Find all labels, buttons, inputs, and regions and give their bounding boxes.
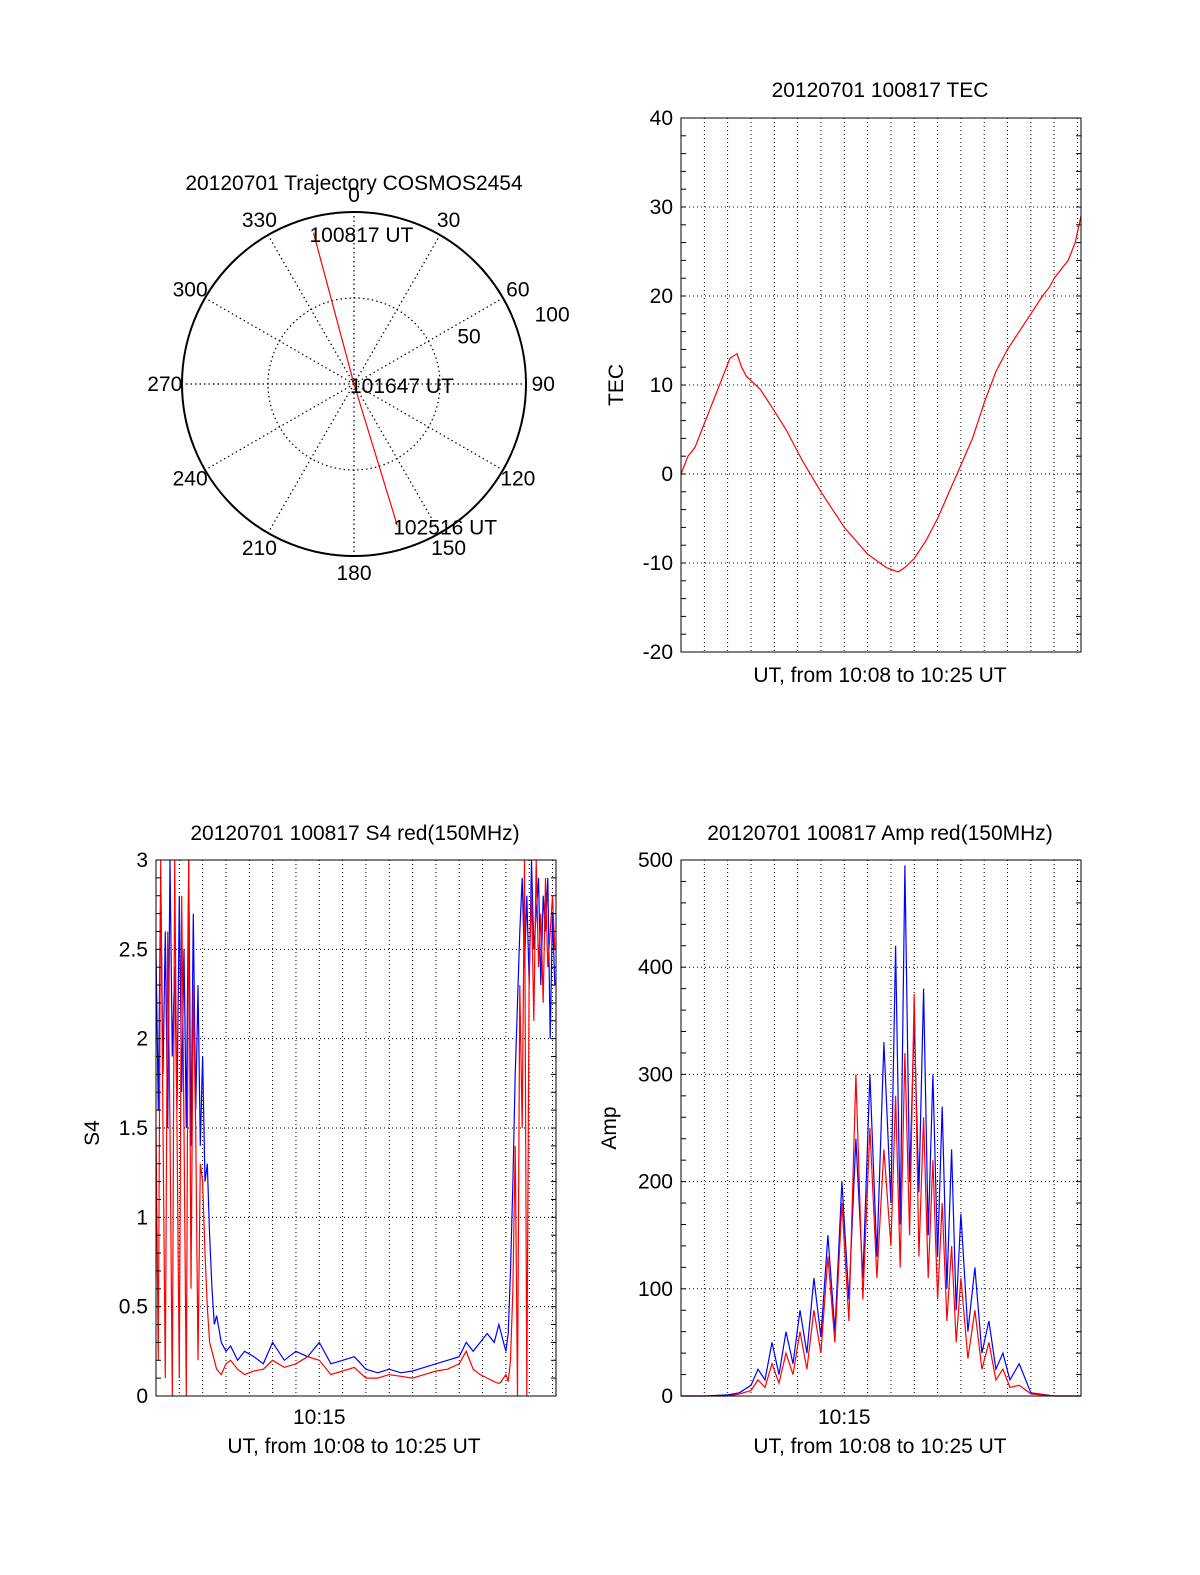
trajectory-label: 100817 UT: [309, 224, 413, 247]
ytick-label: 0: [661, 1385, 673, 1408]
amp-plot-frame: [680, 859, 1082, 1397]
xtick-label: 10:15: [293, 1406, 346, 1429]
ytick-label: 500: [638, 849, 673, 872]
amp-chart: 20120701 100817 Amp red(150MHz) 500 400 30…: [598, 822, 1082, 1458]
s4-ylabel: S4: [81, 1120, 104, 1146]
tec-title: 20120701 100817 TEC: [772, 79, 989, 102]
polar-angle-label: 270: [147, 373, 182, 396]
amp-xlabel: UT, from 10:08 to 10:25 UT: [753, 1435, 1006, 1458]
polar-angle-label: 0: [348, 184, 360, 207]
ytick-label: 1: [136, 1206, 148, 1229]
polar-angle-label: 180: [336, 562, 371, 585]
polar-angle-label: 210: [242, 537, 277, 560]
tec-chart: 20120701 100817 TEC 40 30 20 10 0 -10 -20 UT, …: [605, 79, 1082, 687]
ytick-label: 300: [638, 1063, 673, 1086]
polar-angle-label: 300: [173, 278, 208, 301]
polar-spoke-330: [267, 234, 355, 385]
polar-angle-label: 30: [437, 209, 460, 232]
polar-spoke-120: [353, 383, 504, 471]
tec-ticks: 40 30 20 10 0 -10 -20: [643, 107, 1081, 664]
polar-angle-label: 240: [173, 468, 208, 491]
polar-spoke-210: [267, 383, 355, 534]
series-line-1: [155, 859, 556, 1397]
polar-angle-label: 120: [500, 468, 535, 491]
polar-spoke-60: [353, 297, 504, 385]
ytick-label: 0: [136, 1385, 148, 1408]
ytick-label: 0: [661, 463, 673, 486]
ytick-label: 30: [650, 196, 673, 219]
s4-series: [155, 859, 556, 1397]
polar-spoke-30: [353, 234, 441, 385]
series-line-0: [155, 859, 556, 1374]
ytick-label: 1.5: [119, 1117, 148, 1140]
amp-title: 20120701 100817 Amp red(150MHz): [707, 822, 1053, 845]
polar-spoke-240: [204, 383, 355, 471]
polar-grid: [181, 211, 527, 557]
polar-angle-label: 330: [242, 209, 277, 232]
polar-radial-labels: 50 100: [457, 303, 569, 348]
s4-plot-frame: [155, 859, 557, 1397]
polar-spoke-150: [353, 383, 441, 534]
amp-ylabel: Amp: [598, 1106, 621, 1149]
tec-grid: [681, 118, 1081, 652]
trajectory-label: 102516 UT: [393, 516, 497, 539]
trajectory-label: 101647 UT: [350, 375, 454, 398]
polar-angle-label: 150: [431, 537, 466, 560]
tec-plot-frame: [680, 117, 1082, 653]
ytick-label: 200: [638, 1171, 673, 1194]
trajectory-polar-chart: 20120701 Trajectory COSMOS2454 0 30 60 90 12…: [147, 172, 569, 585]
s4-xlabel: UT, from 10:08 to 10:25 UT: [227, 1435, 480, 1458]
s4-title: 20120701 100817 S4 red(150MHz): [190, 822, 519, 845]
trajectory-line: [312, 232, 398, 526]
polar-angle-label: 60: [506, 278, 529, 301]
polar-angle-labels: 0 30 60 90 120 150 180 210 240 270 300 330: [147, 184, 555, 585]
ytick-label: 2: [136, 1028, 148, 1051]
polar-radial-label: 100: [535, 303, 570, 326]
ytick-label: 0.5: [119, 1296, 148, 1319]
ytick-label: -10: [643, 552, 673, 575]
polar-spoke-300: [204, 297, 355, 385]
ytick-label: 100: [638, 1278, 673, 1301]
amp-grid: [681, 860, 1081, 1396]
tec-xlabel: UT, from 10:08 to 10:25 UT: [753, 664, 1006, 687]
ytick-label: 20: [650, 285, 673, 308]
polar-radial-label: 50: [457, 326, 480, 349]
ytick-label: 2.5: [119, 938, 148, 961]
ytick-label: 10: [650, 374, 673, 397]
amp-series: [681, 865, 1081, 1397]
series-line-1: [681, 993, 1081, 1397]
ytick-label: 3: [136, 849, 148, 872]
amp-ticks: 500 400 300 200 100 0 10:15: [638, 849, 1081, 1429]
polar-angle-label: 90: [532, 373, 555, 396]
ytick-label: -20: [643, 641, 673, 664]
ytick-label: 40: [650, 107, 673, 130]
polar-title: 20120701 Trajectory COSMOS2454: [185, 172, 523, 195]
xtick-label: 10:15: [818, 1406, 871, 1429]
ytick-label: 400: [638, 956, 673, 979]
tec-ylabel: TEC: [605, 364, 628, 406]
s4-ticks: 3 2.5 2 1.5 1 0.5 0 10:15: [119, 849, 556, 1429]
polar-trajectory: 100817 UT 101647 UT 102516 UT: [309, 224, 497, 540]
s4-chart: 20120701 100817 S4 red(150MHz) 3 2.5 2 1.5 1…: [81, 822, 557, 1458]
tec-series: [680, 215, 1082, 573]
series-line-0: [681, 865, 1081, 1397]
series-line-0: [680, 215, 1082, 573]
